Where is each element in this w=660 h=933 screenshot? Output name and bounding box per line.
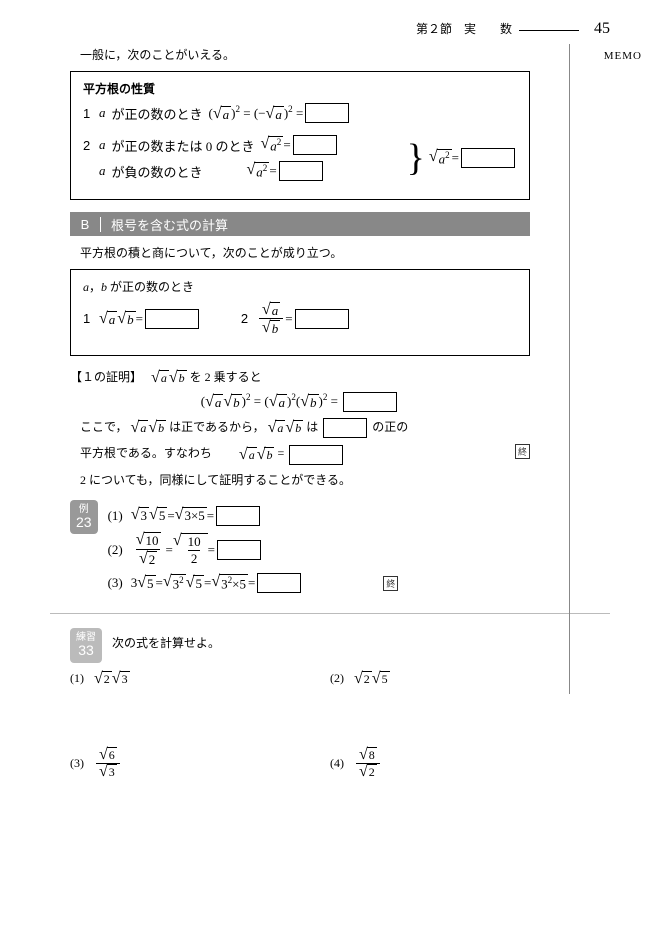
blank-input[interactable]: [323, 418, 367, 438]
formula-num: 1: [83, 311, 99, 326]
exercise-tag: 練習 33: [70, 628, 102, 662]
blank-input[interactable]: [145, 309, 199, 329]
blank-input[interactable]: [305, 103, 349, 123]
problem-3: (3) √6 √3: [70, 747, 330, 781]
formula-box: a，b a，b が正の数のときが正の数のとき 1 √a √b = 2 √a √b…: [70, 269, 530, 356]
blank-input[interactable]: [293, 135, 337, 155]
proof-math: (√a√b)2 = (√a)2(√b)2 =: [70, 392, 530, 412]
end-mark: 終: [383, 576, 398, 591]
row-num: 1: [83, 106, 99, 121]
problem-2: (2) √2√5: [330, 671, 590, 687]
formula-row: 1 √a √b = 2 √a √b =: [83, 301, 517, 337]
end-mark: 終: [515, 444, 530, 459]
row-text: が負の数のとき: [112, 162, 203, 181]
row-num: 2: [83, 138, 99, 153]
problem-4: (4) √8 √2: [330, 747, 590, 781]
box-row-2: 2 a が正の数または 0 のとき √a2 =: [83, 135, 399, 155]
page: 第２節 実 数 45 MEMO 一般に，次のことがいえる。 平方根の性質 1 a…: [0, 0, 660, 933]
box-title: 平方根の性質: [83, 80, 517, 97]
box-row-3: a が負の数のとき √a2 =: [83, 161, 399, 181]
section-bar: B 根号を含む式の計算: [70, 212, 530, 236]
example-content: (1) √3√5 = √3×5 = (2) √10 √2 = √102 = (3…: [108, 500, 399, 600]
section-letter: B: [70, 217, 101, 232]
section-title: 根号を含む式の計算: [101, 215, 228, 234]
blank-input[interactable]: [295, 309, 349, 329]
box-row-1: 1 a が正の数のとき (√a)2 = (−√a)2 =: [83, 103, 517, 123]
main-content: 一般に，次のことがいえる。 平方根の性質 1 a が正の数のとき (√a)2 =…: [70, 46, 530, 780]
formula-num: 2: [241, 311, 257, 326]
page-number: 45: [594, 20, 610, 37]
example-tag: 例 23: [70, 500, 98, 534]
problem-grid: (1) √2√3 (2) √2√5 (3) √6 √3 (4) √8 √2: [70, 671, 590, 781]
row-text: が正の数のとき: [112, 104, 203, 123]
intro-text-2: 平方根の積と商について，次のことが成り立つ。: [80, 244, 530, 261]
problem-1: (1) √2√3: [70, 671, 330, 687]
property-box: 平方根の性質 1 a が正の数のとき (√a)2 = (−√a)2 = 2 a …: [70, 71, 530, 200]
exercise-block: 練習 33 次の式を計算せよ。: [70, 628, 530, 662]
vertical-divider: [569, 44, 570, 694]
section-label: 第２節 実 数: [416, 22, 512, 36]
proof-text: ここで， √a√b は正であるから， √a√b は の正の: [80, 418, 530, 438]
blank-input[interactable]: [461, 148, 515, 168]
example-row-3: (3) 3√5 = √32√5 = √32×5 = 終: [108, 573, 399, 593]
divider: [50, 613, 610, 614]
proof-title: 【１の証明】 √a√b を 2 乗すると: [70, 368, 530, 386]
example-block: 例 23 (1) √3√5 = √3×5 = (2) √10 √2 = √102…: [70, 500, 530, 600]
blank-input[interactable]: [216, 506, 260, 526]
example-row-2: (2) √10 √2 = √102 =: [108, 532, 399, 568]
blank-input[interactable]: [217, 540, 261, 560]
box-condition: a，b a，b が正の数のときが正の数のとき: [83, 278, 517, 295]
brace-group: } √a2 =: [407, 143, 517, 173]
intro-text: 一般に，次のことがいえる。: [80, 46, 530, 63]
exercise-prompt: 次の式を計算せよ。: [112, 634, 220, 651]
header-rule: [519, 30, 579, 31]
blank-input[interactable]: [257, 573, 301, 593]
proof-text-2: 平方根である。すなわち √a√b = 終: [80, 444, 530, 464]
blank-input[interactable]: [343, 392, 397, 412]
blank-input[interactable]: [279, 161, 323, 181]
page-header: 第２節 実 数 45: [70, 20, 610, 38]
row-text: が正の数または 0 のとき: [112, 136, 255, 155]
blank-input[interactable]: [289, 445, 343, 465]
memo-label: MEMO: [604, 50, 642, 62]
example-row-1: (1) √3√5 = √3×5 =: [108, 506, 399, 526]
proof-text-3: 2 についても，同様にして証明することができる。: [80, 471, 530, 488]
